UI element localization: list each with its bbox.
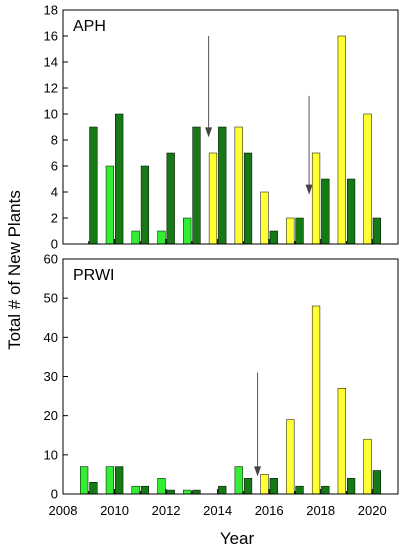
prwi-bar-dark-green-2018: [321, 485, 330, 495]
aph-bars: [89, 35, 381, 245]
aph-arrows: [205, 36, 313, 195]
prwi-y-tick-label: 0: [51, 487, 58, 502]
prwi-plot-frame: [62, 258, 399, 495]
x-tick-label: 2010: [100, 503, 129, 518]
prwi-y-tick-label: 30: [44, 369, 58, 384]
prwi-y-tick-label: 20: [44, 408, 58, 423]
aph-y-tick-label: 10: [44, 107, 58, 122]
aph-y-tick-label: 14: [44, 55, 58, 70]
prwi-arrows: [254, 372, 262, 477]
prwi-bar-dark-green-2012: [166, 489, 175, 495]
prwi-bar-dark-green-2013: [192, 489, 201, 495]
aph-bar-yellow-2015: [234, 126, 243, 245]
x-tick-label: 2016: [255, 503, 284, 518]
prwi-y-tick-label: 40: [44, 330, 58, 345]
aph-bar-yellow-2016: [260, 191, 269, 245]
aph-y-tick-label: 12: [44, 81, 58, 96]
prwi-bar-yellow-2020: [363, 438, 372, 495]
x-axis-label: Year: [220, 529, 255, 548]
prwi-y-tick-label: 60: [44, 252, 58, 267]
prwi-y-tick-label: 50: [44, 291, 58, 306]
aph-bar-dark-green-2015: [243, 152, 253, 245]
aph-bar-dark-green-2009: [89, 126, 98, 245]
aph-bar-dark-green-2012: [166, 152, 175, 245]
aph-bar-yellow-2017: [286, 217, 295, 245]
x-tick-label: 2014: [203, 503, 232, 518]
prwi-arrow-head: [254, 466, 262, 477]
aph-bar-dark-green-2013: [192, 126, 201, 245]
prwi-bar-light-green-2013: [183, 489, 192, 495]
prwi-bars: [80, 305, 381, 495]
prwi-y-axis-ticks: 0 10 20 30 40 50 60: [44, 252, 68, 502]
aph-y-axis-ticks: 0 2 4 6 8 10 12 14 16 18: [44, 3, 68, 252]
prwi-bar-light-green-2009: [80, 466, 89, 495]
prwi-bar-yellow-2016: [260, 474, 269, 495]
prwi-bar-dark-green-2020: [372, 470, 381, 495]
y-axis-label: Total # of New Plants: [5, 190, 24, 350]
prwi-y-tick-label: 10: [44, 447, 58, 462]
aph-y-tick-label: 18: [44, 3, 58, 18]
prwi-bar-light-green-2010: [105, 466, 115, 495]
prwi-bar-dark-green-2016: [269, 478, 278, 495]
aph-y-tick-label: 4: [51, 185, 58, 200]
aph-y-tick-label: 16: [44, 29, 58, 44]
prwi-bar-dark-green-2011: [140, 485, 150, 495]
aph-arrow-head: [205, 127, 213, 138]
aph-bar-yellow-2018: [311, 152, 321, 245]
prwi-bar-dark-green-2009: [89, 482, 98, 495]
aph-bar-light-green-2012: [157, 230, 166, 245]
x-tick-label: 2012: [152, 503, 181, 518]
aph-bar-yellow-2019: [337, 35, 346, 245]
aph-bar-dark-green-2014: [218, 126, 227, 245]
aph-panel: 0 2 4 6 8 10 12 14 16 18 APH: [44, 3, 399, 252]
aph-arrow-head: [305, 184, 313, 195]
prwi-bar-dark-green-2014: [218, 485, 227, 495]
prwi-panel-title: PRWI: [73, 267, 114, 284]
prwi-panel: 0 10 20 30 40 50 60 PRWI: [44, 252, 399, 502]
prwi-bar-light-green-2011: [131, 485, 140, 495]
prwi-bar-dark-green-2015: [243, 478, 253, 495]
aph-y-tick-label: 8: [51, 133, 58, 148]
x-axis-tick-labels: 2008 2010 2012 2014 2016 2018 2020: [49, 503, 387, 518]
aph-y-tick-label: 6: [51, 159, 58, 174]
aph-bar-dark-green-2010: [115, 113, 124, 245]
aph-bar-light-green-2011: [131, 230, 140, 245]
x-tick-label: 2018: [306, 503, 335, 518]
aph-plot-frame: [62, 9, 399, 245]
aph-bar-dark-green-2017: [295, 217, 304, 245]
aph-bar-dark-green-2019: [346, 178, 356, 245]
aph-bar-light-green-2013: [183, 217, 192, 245]
prwi-bar-light-green-2015: [234, 466, 243, 495]
aph-y-tick-label: 0: [51, 237, 58, 252]
prwi-bar-light-green-2012: [157, 478, 166, 495]
x-tick-label: 2020: [358, 503, 387, 518]
aph-bar-dark-green-2016: [269, 230, 278, 245]
aph-bar-dark-green-2018: [321, 178, 330, 245]
prwi-bar-dark-green-2010: [115, 466, 124, 495]
aph-bar-dark-green-2020: [372, 217, 381, 245]
prwi-bar-yellow-2018: [311, 305, 321, 495]
prwi-bar-dark-green-2019: [346, 478, 356, 495]
aph-panel-title: APH: [73, 18, 106, 35]
x-tick-label: 2008: [49, 503, 78, 518]
aph-bar-dark-green-2011: [140, 165, 150, 245]
aph-bar-yellow-2020: [363, 113, 372, 245]
aph-bar-yellow-2014: [208, 152, 218, 245]
prwi-bar-yellow-2017: [286, 419, 295, 495]
aph-y-tick-label: 2: [51, 211, 58, 226]
aph-bar-light-green-2010: [105, 165, 115, 245]
prwi-bar-yellow-2019: [337, 388, 346, 495]
prwi-bar-dark-green-2017: [295, 485, 304, 495]
